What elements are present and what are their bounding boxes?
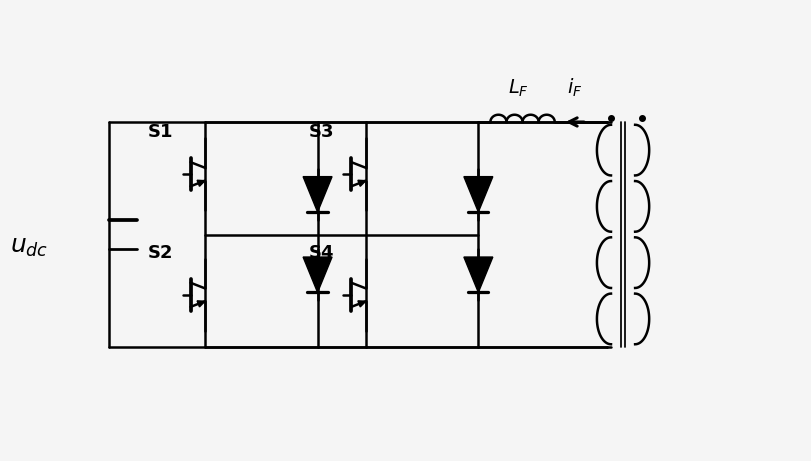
Polygon shape: [358, 301, 365, 307]
Text: $u_{dc}$: $u_{dc}$: [11, 235, 49, 259]
Polygon shape: [197, 301, 204, 307]
Polygon shape: [303, 257, 332, 292]
Polygon shape: [463, 257, 492, 292]
Polygon shape: [197, 180, 204, 186]
Text: $i_F$: $i_F$: [566, 77, 581, 100]
Polygon shape: [358, 180, 365, 186]
Text: S1: S1: [148, 124, 174, 142]
Polygon shape: [463, 177, 492, 212]
Polygon shape: [303, 177, 332, 212]
Text: S2: S2: [148, 244, 174, 262]
Text: S4: S4: [308, 244, 334, 262]
Text: S3: S3: [308, 124, 334, 142]
Text: $L_F$: $L_F$: [508, 78, 528, 100]
